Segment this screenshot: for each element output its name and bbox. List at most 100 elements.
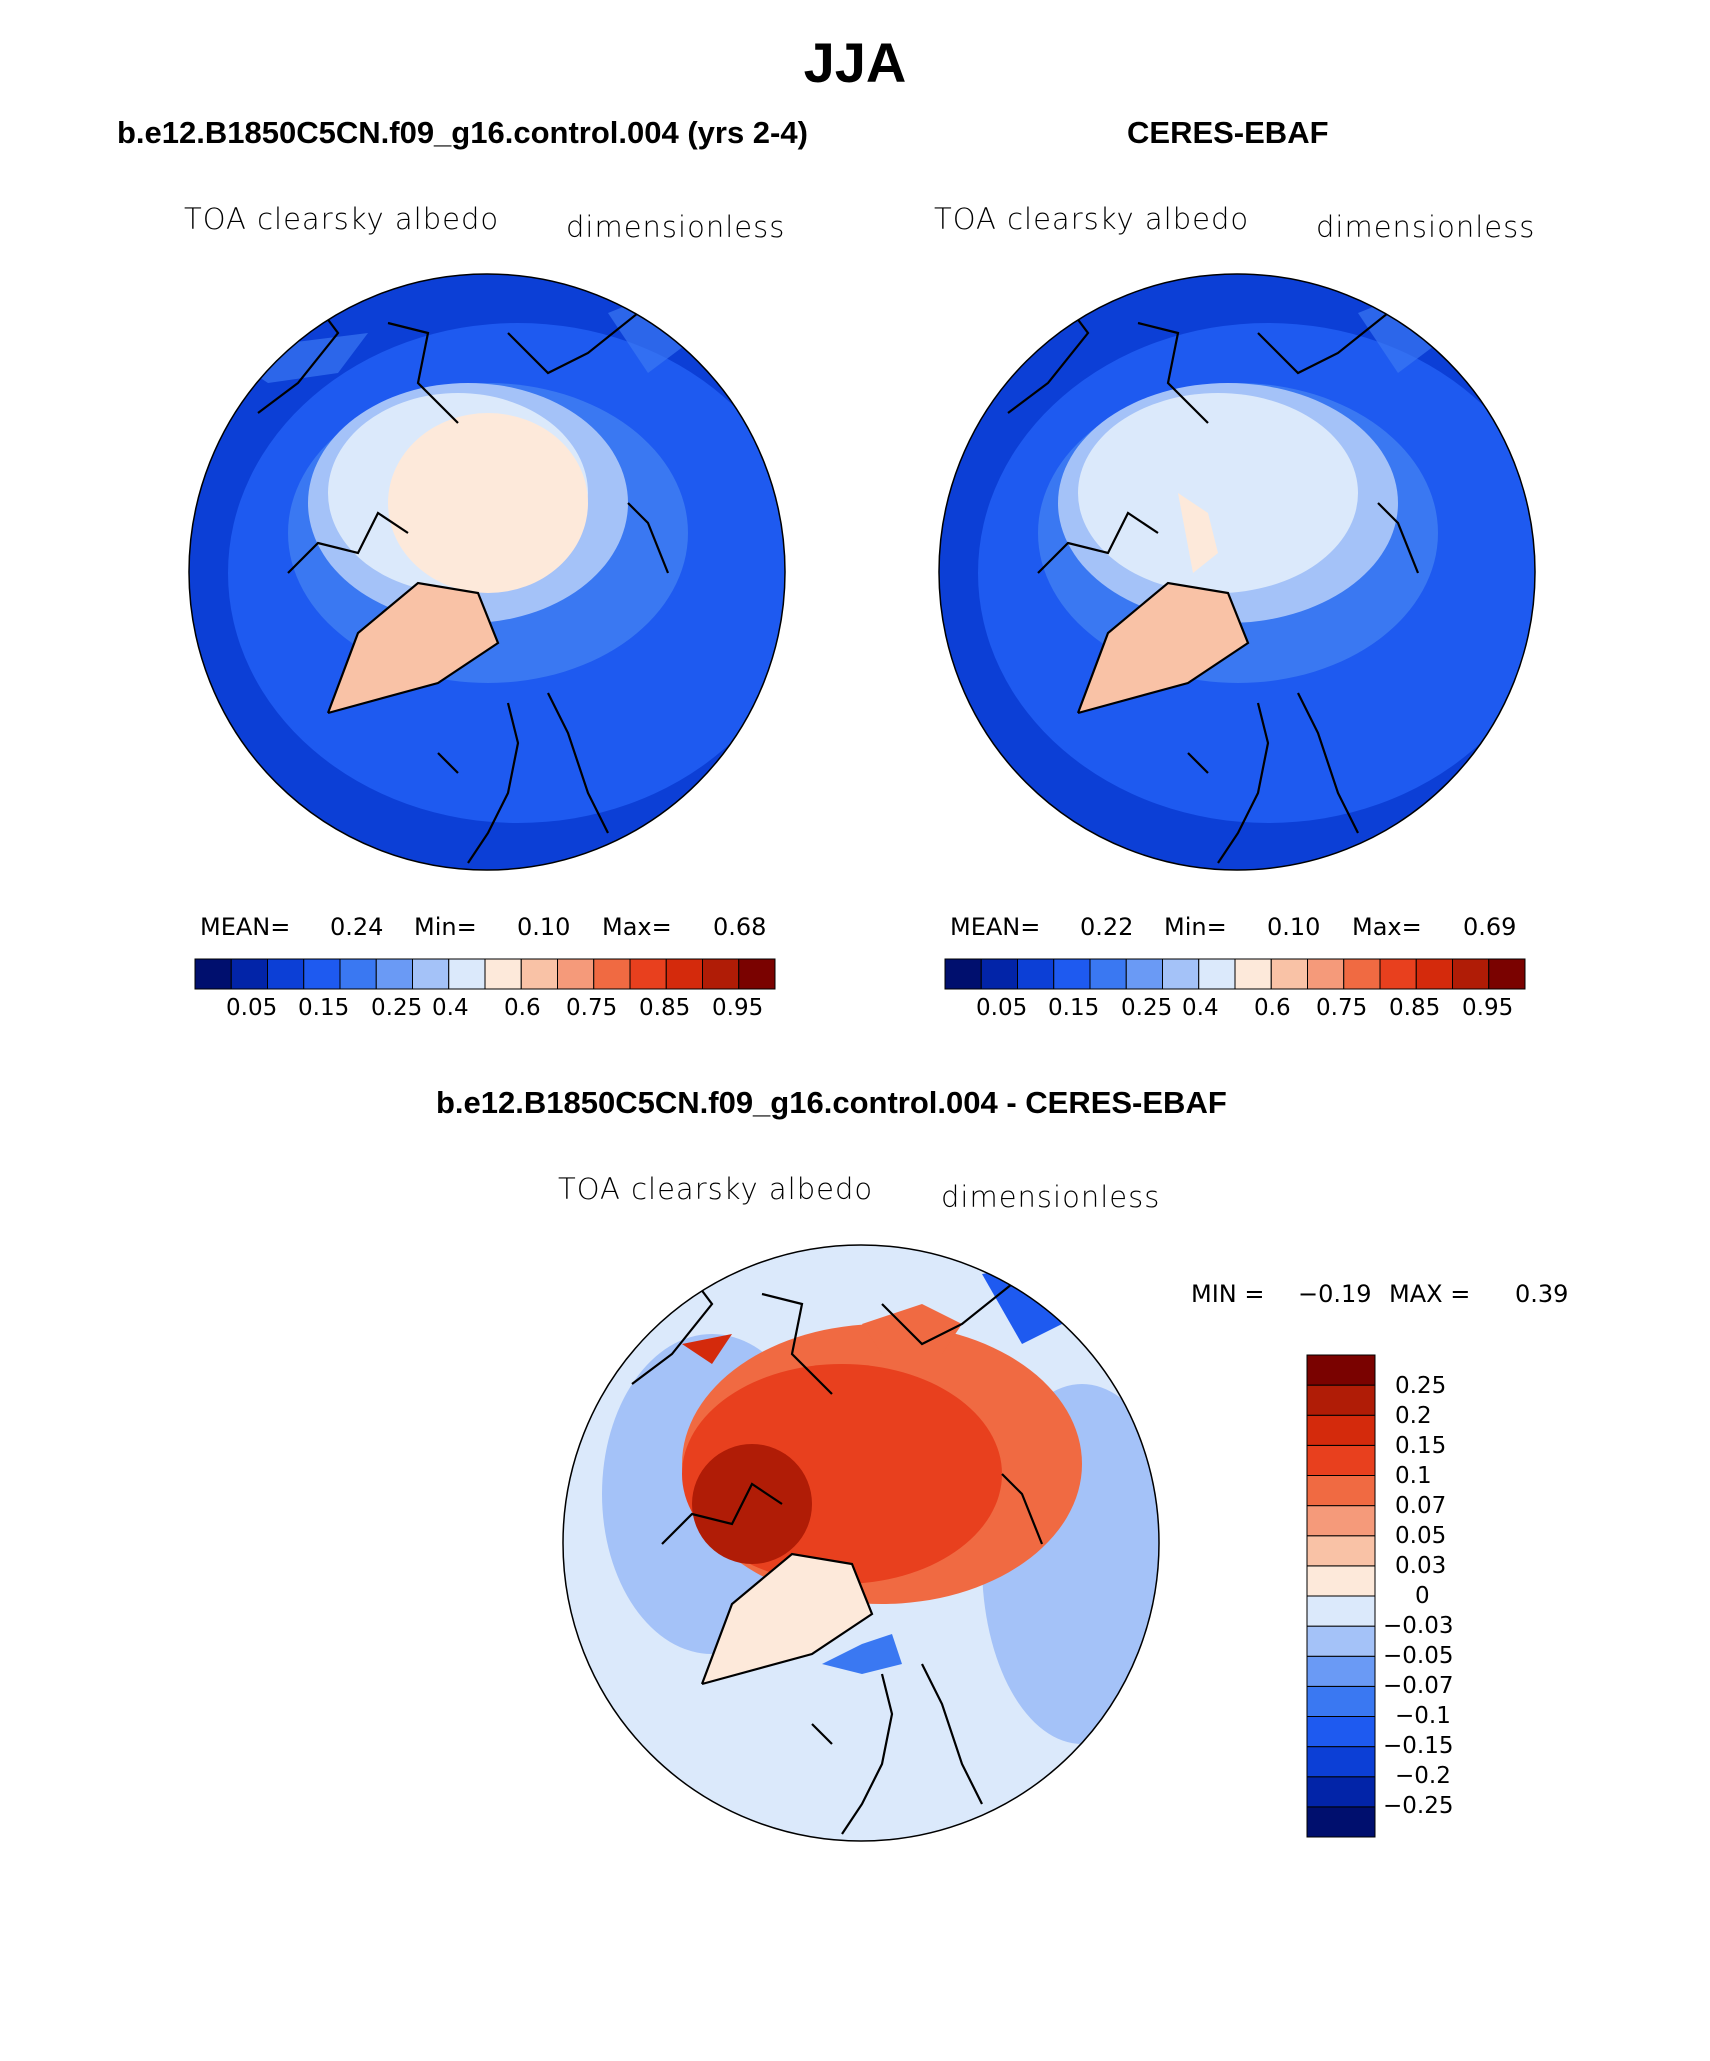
obs-max-label: Max= xyxy=(1352,913,1422,941)
obs-panel-title: CERES-EBAF xyxy=(1127,115,1329,150)
diff-tick-11: −0.1 xyxy=(1395,1703,1451,1729)
colorbar-swatch-9 xyxy=(1306,1535,1376,1567)
model-min-value: 0.10 xyxy=(517,913,571,941)
model-tick-7: 0.95 xyxy=(712,995,764,1021)
diff-tick-1: 0.2 xyxy=(1395,1403,1432,1429)
obs-min-label: Min= xyxy=(1164,913,1227,941)
colorbar-swatch-11 xyxy=(1306,1475,1376,1507)
diff-tick-10: −0.07 xyxy=(1383,1673,1454,1699)
diff-max-label: MAX = xyxy=(1389,1280,1471,1308)
colorbar-swatch-7 xyxy=(1198,958,1236,990)
diff-tick-0: 0.25 xyxy=(1395,1373,1447,1399)
obs-units-label: dimensionless xyxy=(1316,210,1536,244)
colorbar-swatch-13 xyxy=(1415,958,1453,990)
obs-mean-value: 0.22 xyxy=(1080,913,1134,941)
model-mean-label: MEAN= xyxy=(200,913,291,941)
colorbar-swatch-13 xyxy=(1306,1414,1376,1446)
colorbar-swatch-6 xyxy=(1162,958,1200,990)
model-variable-label: TOA clearsky albedo xyxy=(184,202,500,236)
colorbar-swatch-10 xyxy=(1307,958,1345,990)
obs-polar-map xyxy=(938,273,1536,871)
colorbar-swatch-5 xyxy=(1125,958,1163,990)
colorbar-swatch-12 xyxy=(1306,1444,1376,1476)
colorbar-swatch-11 xyxy=(593,958,631,990)
obs-mean-label: MEAN= xyxy=(950,913,1041,941)
diff-colorbar xyxy=(1306,1354,1376,1838)
model-max-value: 0.68 xyxy=(713,913,767,941)
model-tick-3: 0.4 xyxy=(432,995,469,1021)
colorbar-swatch-1 xyxy=(980,958,1018,990)
model-tick-5: 0.75 xyxy=(566,995,618,1021)
diff-units-label: dimensionless xyxy=(941,1180,1161,1214)
colorbar-swatch-1 xyxy=(1306,1776,1376,1808)
model-tick-6: 0.85 xyxy=(639,995,691,1021)
model-tick-2: 0.25 xyxy=(371,995,423,1021)
figure-title: JJA xyxy=(803,31,907,94)
model-max-label: Max= xyxy=(602,913,672,941)
model-panel-title: b.e12.B1850C5CN.f09_g16.control.004 (yrs… xyxy=(117,115,808,150)
model-tick-1: 0.15 xyxy=(298,995,350,1021)
obs-tick-5: 0.75 xyxy=(1316,995,1368,1021)
colorbar-swatch-12 xyxy=(1379,958,1417,990)
obs-tick-3: 0.4 xyxy=(1182,995,1219,1021)
colorbar-swatch-8 xyxy=(1306,1565,1376,1597)
diff-colorbar-ticks: 0.25 0.2 0.15 0.1 0.07 0.05 0.03 0 −0.03… xyxy=(1380,1369,1520,1829)
model-tick-4: 0.6 xyxy=(504,995,541,1021)
diff-min-value: −0.19 xyxy=(1298,1280,1372,1308)
diff-variable-label: TOA clearsky albedo xyxy=(558,1172,874,1206)
colorbar-swatch-7 xyxy=(448,958,486,990)
obs-tick-4: 0.6 xyxy=(1254,995,1291,1021)
diff-min-label: MIN = xyxy=(1191,1280,1265,1308)
colorbar-swatch-11 xyxy=(1343,958,1381,990)
obs-tick-2: 0.25 xyxy=(1121,995,1173,1021)
colorbar-swatch-15 xyxy=(1488,958,1526,990)
colorbar-swatch-12 xyxy=(629,958,667,990)
obs-max-value: 0.69 xyxy=(1463,913,1517,941)
diff-tick-2: 0.15 xyxy=(1395,1433,1447,1459)
diff-tick-4: 0.07 xyxy=(1395,1493,1447,1519)
model-colorbar xyxy=(194,958,776,990)
obs-tick-7: 0.95 xyxy=(1462,995,1514,1021)
obs-colorbar-ticks: 0.05 0.15 0.25 0.4 0.6 0.75 0.85 0.95 xyxy=(944,995,1526,1025)
diff-tick-8: −0.03 xyxy=(1383,1613,1454,1639)
diff-tick-9: −0.05 xyxy=(1383,1643,1454,1669)
colorbar-swatch-14 xyxy=(702,958,740,990)
colorbar-swatch-8 xyxy=(1234,958,1272,990)
colorbar-swatch-0 xyxy=(944,958,982,990)
diff-panel-title: b.e12.B1850C5CN.f09_g16.control.004 - CE… xyxy=(436,1085,1227,1120)
colorbar-swatch-4 xyxy=(339,958,377,990)
colorbar-swatch-6 xyxy=(412,958,450,990)
model-units-label: dimensionless xyxy=(566,210,786,244)
diff-max-value: 0.39 xyxy=(1515,1280,1569,1308)
diff-tick-6: 0.03 xyxy=(1395,1553,1447,1579)
colorbar-swatch-6 xyxy=(1306,1625,1376,1657)
colorbar-swatch-2 xyxy=(267,958,305,990)
model-colorbar-ticks: 0.05 0.15 0.25 0.4 0.6 0.75 0.85 0.95 xyxy=(194,995,776,1025)
colorbar-swatch-9 xyxy=(520,958,558,990)
colorbar-swatch-10 xyxy=(1306,1505,1376,1537)
obs-tick-6: 0.85 xyxy=(1389,995,1441,1021)
colorbar-swatch-15 xyxy=(1306,1354,1376,1386)
diff-tick-7: 0 xyxy=(1415,1583,1430,1609)
diff-tick-3: 0.1 xyxy=(1395,1463,1432,1489)
diff-tick-5: 0.05 xyxy=(1395,1523,1447,1549)
colorbar-swatch-1 xyxy=(230,958,268,990)
colorbar-swatch-5 xyxy=(1306,1655,1376,1687)
diff-tick-13: −0.2 xyxy=(1395,1763,1451,1789)
colorbar-swatch-4 xyxy=(1306,1685,1376,1717)
colorbar-swatch-3 xyxy=(1053,958,1091,990)
colorbar-swatch-7 xyxy=(1306,1595,1376,1627)
obs-tick-1: 0.15 xyxy=(1048,995,1100,1021)
obs-colorbar xyxy=(944,958,1526,990)
diff-tick-12: −0.15 xyxy=(1383,1733,1454,1759)
colorbar-swatch-3 xyxy=(1306,1716,1376,1748)
obs-min-value: 0.10 xyxy=(1267,913,1321,941)
colorbar-swatch-0 xyxy=(1306,1806,1376,1838)
diff-polar-map xyxy=(562,1244,1160,1842)
colorbar-swatch-10 xyxy=(557,958,595,990)
colorbar-swatch-2 xyxy=(1306,1746,1376,1778)
colorbar-swatch-0 xyxy=(194,958,232,990)
diff-tick-14: −0.25 xyxy=(1383,1793,1454,1819)
colorbar-swatch-8 xyxy=(484,958,522,990)
colorbar-swatch-4 xyxy=(1089,958,1127,990)
